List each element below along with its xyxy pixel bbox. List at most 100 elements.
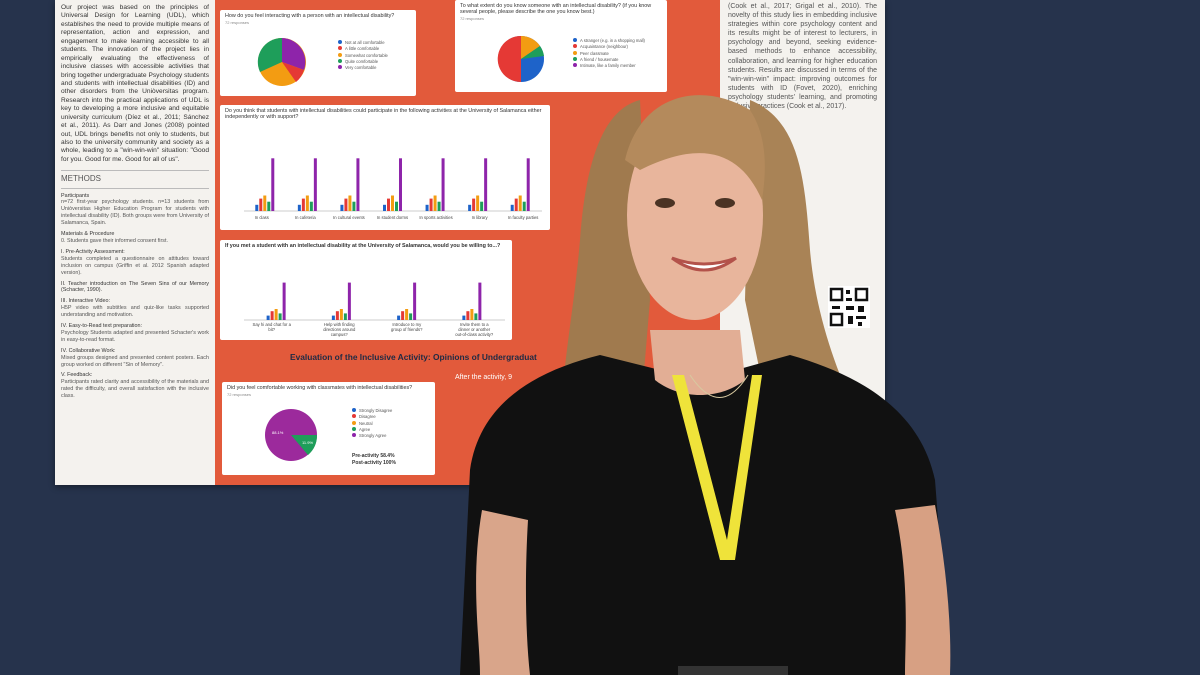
legend-label: Intimate, like a family member — [580, 63, 636, 69]
legend-label: Not at all comfortable — [345, 40, 385, 45]
legend-entry: A little comfortable — [338, 46, 388, 52]
bar-image — [305, 195, 309, 211]
method-title: V. Feedback: — [61, 372, 93, 379]
chart-card: To what extent do you know someone with … — [455, 0, 667, 92]
legend-label: Acquaintance (neighbour) — [580, 44, 628, 50]
bar-image — [462, 315, 466, 320]
bar-image — [340, 204, 344, 211]
legend-label: Very comfortable — [345, 65, 377, 71]
pie-slice — [521, 46, 544, 59]
legend-swatch — [573, 56, 577, 61]
bar-image — [401, 311, 405, 320]
bar-image — [409, 313, 413, 320]
bar-image — [255, 204, 259, 211]
bar-image — [282, 282, 286, 320]
qr-finder — [854, 287, 869, 302]
legend-swatch — [573, 44, 577, 49]
method-item: V. Feedback: Participants rated clarity a… — [61, 372, 209, 400]
legend-entry: Disagree — [352, 414, 392, 420]
bar-image — [348, 195, 352, 211]
pie-slice — [521, 35, 540, 59]
result-summary: Pre-activity 58.4% Post-activity 100% — [352, 453, 396, 467]
bar-image — [476, 195, 480, 211]
shirt — [460, 355, 950, 675]
bar-image — [433, 195, 437, 211]
method-item: IV. Collaborative Work: Mixed groups desi… — [61, 348, 209, 369]
pie-label: 11.9% — [302, 440, 314, 445]
bar-image — [395, 201, 398, 211]
category-label: In faculty parties — [507, 215, 539, 220]
bar-image — [518, 195, 522, 211]
legend-entry: Strongly Agree — [352, 433, 392, 439]
body-text: (Cook et al., 2017; Grigal et al., 2010)… — [728, 3, 877, 111]
hair — [625, 95, 765, 200]
arm — [476, 510, 530, 675]
method-text: 0. Students gave their informed consent … — [61, 237, 168, 244]
bar-image — [478, 282, 482, 320]
legend-entry: Very comfortable — [338, 65, 388, 71]
legend-entry: Strongly Disagree — [352, 408, 392, 414]
legend-entry: Not at all comfortable — [338, 40, 388, 46]
legend-label: Quite comfortable — [345, 58, 379, 64]
section-heading: METHODS — [61, 170, 209, 189]
method-item: Participants n=72 first-year psychology s… — [61, 193, 209, 228]
bar-image — [468, 204, 472, 211]
legend-swatch — [573, 63, 577, 68]
qr-code — [828, 286, 870, 328]
pie-slice — [291, 435, 318, 455]
bar-image — [271, 158, 275, 211]
legend-label: Strongly Disagree — [359, 408, 393, 413]
legend-entry: Intimate, like a family member — [573, 63, 645, 69]
body-text: After the activity, 9 — [455, 374, 513, 381]
bar-image — [425, 204, 429, 211]
face — [627, 110, 763, 320]
bar-image — [399, 158, 402, 211]
qr-modules — [832, 290, 866, 326]
poster-right-column: (Cook et al., 2017; Grigal et al., 2010)… — [720, 0, 885, 485]
bar-image — [278, 313, 282, 320]
pie — [257, 37, 306, 86]
chart-card: Did you feel comfortable working with cl… — [222, 382, 435, 475]
smile — [671, 256, 737, 272]
category-labels: In class In cafeteria In cultural events In… — [240, 215, 545, 220]
legend-swatch — [352, 408, 356, 412]
legend-swatch — [338, 52, 342, 57]
method-title: IV. Collaborative Work: — [61, 347, 116, 354]
pie — [497, 35, 544, 83]
legend-label: A stranger (e.g. in a shopping mall) — [580, 38, 645, 43]
legend: Strongly Disagree Disagree Neutral Agree Str… — [352, 408, 392, 439]
category-label: In student dorms — [376, 215, 409, 220]
hair — [560, 100, 650, 420]
method-title: Participants — [61, 192, 90, 199]
legend-entry: Peer classmate — [573, 50, 645, 57]
card-responses: 72 responses — [225, 20, 250, 25]
bar-chart-image — [244, 282, 505, 321]
legend-entry: A stranger (e.g. in a shopping mall) — [573, 38, 645, 44]
card-responses: 72 responses — [460, 16, 485, 21]
bar-image — [514, 198, 518, 211]
legend-swatch — [352, 414, 356, 419]
bar-image — [437, 201, 441, 211]
bar-image — [266, 315, 270, 320]
pie-slice — [282, 62, 304, 82]
arm — [895, 505, 951, 675]
legend: A stranger (e.g. in a shopping mall) Acqu… — [573, 38, 645, 69]
bar-image — [297, 204, 301, 211]
bar-image — [472, 198, 476, 211]
legend-swatch — [338, 58, 342, 63]
chart-card: If you met a student with an intellectua… — [220, 240, 512, 340]
legend-label: A friend / housemate — [580, 56, 619, 62]
category-label: Say hi and chat for a bit? — [252, 322, 291, 332]
bar-image — [313, 158, 317, 211]
legend-swatch — [338, 46, 342, 51]
legend-entry: Acquaintance (neighbour) — [573, 44, 645, 50]
bar-image — [522, 201, 526, 211]
legend-entry: Somewhat comfortable — [338, 52, 388, 59]
bar-image — [270, 311, 274, 320]
category-label: Introduce to my group of friends? — [391, 322, 423, 332]
category-label: In library — [471, 215, 488, 220]
bar-image — [301, 198, 305, 211]
pie-slice — [257, 37, 282, 72]
bar-image — [352, 201, 356, 211]
category-label: In class — [254, 215, 269, 220]
